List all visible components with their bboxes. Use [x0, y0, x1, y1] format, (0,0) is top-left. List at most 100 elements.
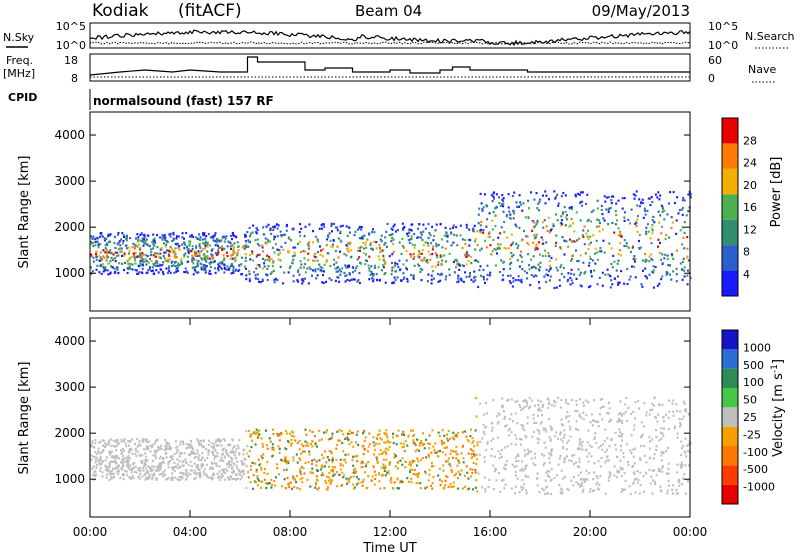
scatter-cell [592, 209, 595, 212]
scatter-cell [338, 280, 341, 283]
scatter-cell [498, 202, 501, 205]
scatter-cell [270, 483, 273, 487]
scatter-cell [665, 449, 667, 453]
scatter-cell [128, 249, 131, 253]
scatter-cell [191, 247, 194, 251]
scatter-cell [203, 468, 206, 471]
scatter-cell [518, 265, 521, 268]
scatter-cell [601, 213, 604, 216]
scatter-cell [273, 251, 276, 254]
scatter-cell [206, 254, 209, 257]
scatter-cell [226, 255, 229, 258]
scatter-cell [678, 418, 681, 421]
scatter-cell [490, 447, 493, 451]
scatter-cell [330, 452, 333, 455]
scatter-cell [562, 266, 565, 270]
scatter-cell [423, 256, 426, 259]
scatter-cell [292, 280, 295, 283]
scatter-cell [674, 425, 676, 428]
scatter-cell [537, 268, 540, 271]
scatter-cell [457, 280, 460, 283]
scatter-cell [287, 462, 290, 465]
scatter-cell [426, 280, 429, 283]
scatter-cell [178, 475, 181, 479]
scatter-cell [283, 468, 285, 472]
scatter-cell [593, 269, 596, 272]
scatter-cell [570, 217, 573, 221]
scatter-cell [379, 449, 382, 452]
scatter-cell [152, 454, 155, 457]
scatter-cell [458, 268, 461, 271]
scatter-cell [193, 456, 196, 459]
scatter-cell [673, 201, 676, 205]
scatter-cell [99, 455, 102, 458]
scatter-cell [316, 474, 319, 478]
scatter-cell [689, 442, 692, 445]
scatter-cell [216, 239, 218, 242]
scatter-cell [162, 461, 165, 464]
scatter-cell [266, 447, 269, 450]
scatter-cell [686, 236, 689, 239]
colorbar-segment [722, 465, 738, 485]
scatter-cell [330, 222, 333, 225]
scatter-cell [646, 209, 649, 213]
scatter-cell [102, 270, 105, 273]
scatter-cell [675, 249, 678, 252]
scatter-cell [364, 259, 367, 262]
scatter-cell [587, 429, 590, 432]
scatter-cell [312, 269, 314, 272]
scatter-cell [178, 245, 181, 248]
scatter-cell [127, 267, 130, 270]
scatter-cell [447, 439, 450, 442]
scatter-cell [165, 456, 168, 459]
scatter-cell [261, 244, 264, 247]
scatter-cell [462, 280, 465, 283]
scatter-cell [382, 473, 385, 476]
scatter-cell [543, 454, 545, 457]
scatter-cell [508, 418, 511, 421]
scatter-cell [661, 275, 664, 278]
scatter-cell [279, 230, 282, 233]
scatter-cell [503, 446, 506, 449]
scatter-cell [459, 264, 461, 267]
scatter-cell [486, 412, 489, 415]
scatter-cell [226, 265, 229, 268]
scatter-cell [565, 240, 568, 243]
scatter-cell [200, 267, 203, 271]
scatter-cell [680, 465, 683, 468]
scatter-cell [397, 229, 399, 232]
scatter-cell [251, 231, 254, 234]
scatter-cell [687, 412, 690, 416]
scatter-cell [455, 226, 458, 229]
scatter-cell [90, 235, 92, 238]
scatter-cell [266, 460, 269, 464]
scatter-cell [154, 449, 156, 452]
scatter-cell [115, 440, 118, 443]
scatter-cell [455, 445, 458, 448]
scatter-cell [244, 244, 247, 247]
scatter-cell [509, 257, 512, 261]
scatter-cell [209, 262, 211, 266]
scatter-cell [391, 269, 394, 272]
scatter-cell [213, 260, 216, 263]
scatter-cell [97, 447, 100, 450]
scatter-cell [567, 278, 570, 282]
scatter-cell [499, 232, 502, 235]
scatter-cell [621, 414, 623, 417]
scatter-cell [330, 450, 332, 454]
scatter-cell [607, 412, 610, 415]
scatter-cell [442, 469, 445, 472]
scatter-cell [651, 219, 654, 222]
scatter-cell [517, 244, 520, 247]
scatter-cell [241, 469, 244, 472]
scatter-cell [171, 478, 173, 481]
scatter-cell [249, 253, 252, 257]
scatter-cell [454, 450, 457, 453]
scatter-cell [446, 446, 448, 449]
scatter-cell [616, 262, 619, 265]
scatter-cell [258, 253, 261, 256]
scatter-cell [596, 476, 599, 479]
scatter-cell [110, 438, 112, 441]
scatter-cell [594, 252, 597, 255]
scatter-cell [331, 243, 334, 246]
